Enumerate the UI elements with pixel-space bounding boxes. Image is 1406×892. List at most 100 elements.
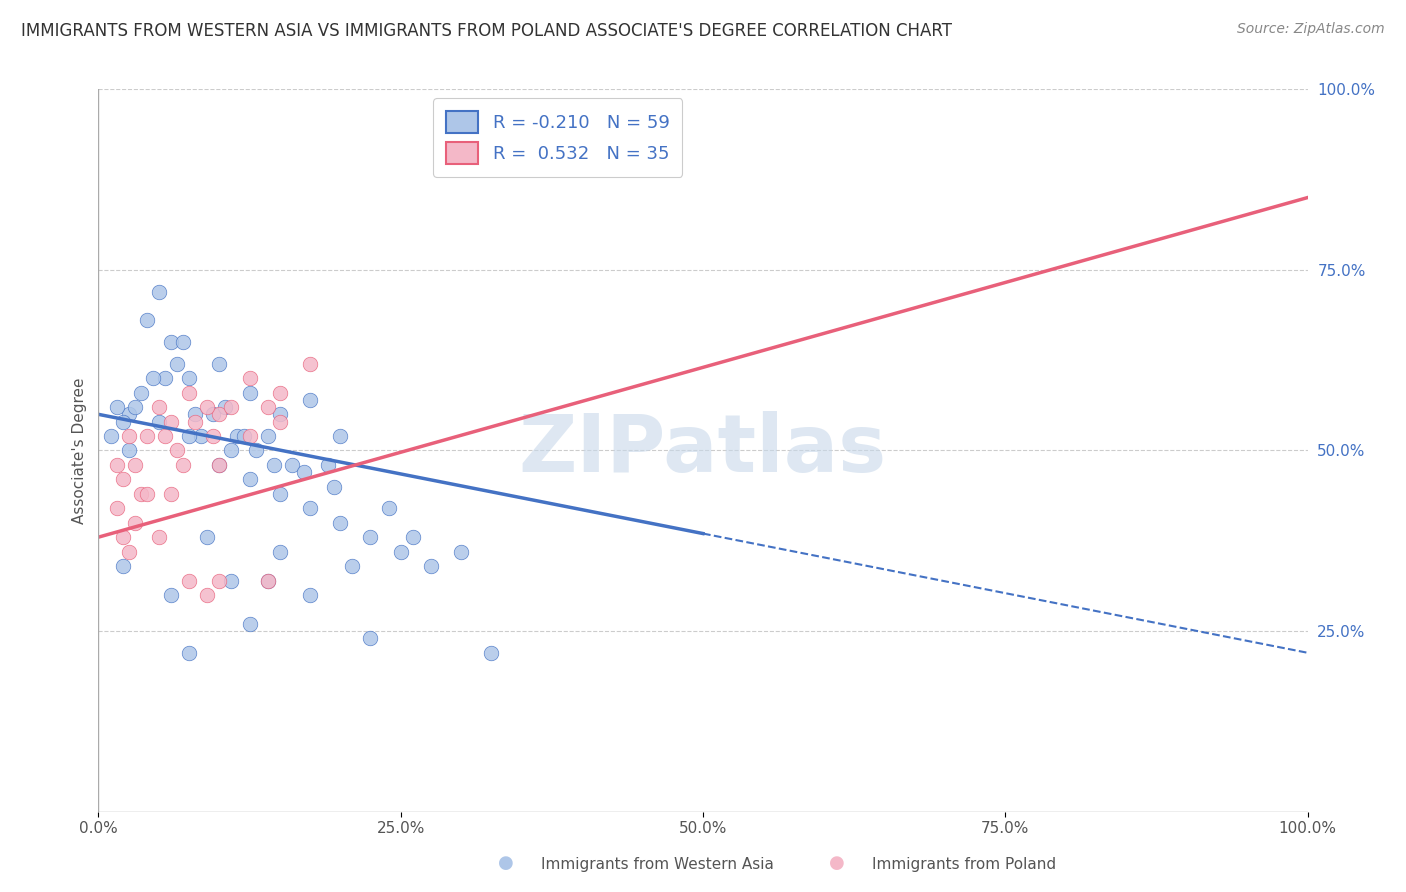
Point [160, 588, 183, 602]
Point [221, 443, 243, 458]
Point [299, 392, 322, 407]
Point [299, 588, 322, 602]
Point [232, 429, 254, 443]
Text: Immigrants from Poland: Immigrants from Poland [872, 857, 1056, 872]
Text: ●: ● [498, 855, 515, 872]
Point [148, 530, 170, 544]
Point [118, 429, 141, 443]
Point [281, 458, 304, 472]
Point [208, 574, 231, 588]
Point [214, 400, 236, 414]
Point [269, 415, 291, 429]
Point [450, 544, 472, 558]
Point [166, 357, 188, 371]
Point [208, 407, 231, 421]
Point [256, 574, 278, 588]
Point [195, 588, 218, 602]
Point [172, 458, 194, 472]
Point [124, 458, 146, 472]
Point [105, 501, 128, 516]
Text: ZIPatlas: ZIPatlas [519, 411, 887, 490]
Point [256, 574, 278, 588]
Point [256, 400, 278, 414]
Point [129, 385, 152, 400]
Point [360, 632, 382, 646]
Point [323, 480, 346, 494]
Point [166, 443, 188, 458]
Text: ●: ● [828, 855, 845, 872]
Point [208, 357, 231, 371]
Point [118, 443, 141, 458]
Point [148, 415, 170, 429]
Point [221, 400, 243, 414]
Point [179, 574, 201, 588]
Point [269, 487, 291, 501]
Point [195, 530, 218, 544]
Point [184, 415, 207, 429]
Point [481, 646, 503, 660]
Point [105, 400, 128, 414]
Point [239, 616, 262, 631]
Point [111, 415, 134, 429]
Point [239, 371, 262, 385]
Point [208, 458, 231, 472]
Point [256, 429, 278, 443]
Point [160, 487, 183, 501]
Point [360, 530, 382, 544]
Point [208, 458, 231, 472]
Point [111, 530, 134, 544]
Point [402, 530, 425, 544]
Point [316, 458, 339, 472]
Point [329, 516, 352, 530]
Point [292, 465, 315, 479]
Point [179, 429, 201, 443]
Point [239, 472, 262, 486]
Point [135, 429, 157, 443]
Point [118, 407, 141, 421]
Point [263, 458, 285, 472]
Point [226, 429, 249, 443]
Point [129, 487, 152, 501]
Legend: R = -0.210   N = 59, R =  0.532   N = 35: R = -0.210 N = 59, R = 0.532 N = 35 [433, 98, 682, 177]
Point [111, 559, 134, 574]
Point [342, 559, 364, 574]
Point [377, 501, 399, 516]
Point [221, 574, 243, 588]
Point [299, 357, 322, 371]
Text: IMMIGRANTS FROM WESTERN ASIA VS IMMIGRANTS FROM POLAND ASSOCIATE'S DEGREE CORREL: IMMIGRANTS FROM WESTERN ASIA VS IMMIGRAN… [21, 22, 952, 40]
Point [135, 313, 157, 327]
Point [153, 429, 176, 443]
Text: Source: ZipAtlas.com: Source: ZipAtlas.com [1237, 22, 1385, 37]
Point [135, 487, 157, 501]
Point [269, 407, 291, 421]
Point [389, 544, 412, 558]
Point [420, 559, 443, 574]
Point [160, 334, 183, 349]
Point [160, 415, 183, 429]
Y-axis label: Associate's Degree: Associate's Degree [72, 377, 87, 524]
Point [118, 544, 141, 558]
Point [124, 400, 146, 414]
Point [153, 371, 176, 385]
Point [105, 458, 128, 472]
Point [269, 544, 291, 558]
Point [100, 429, 122, 443]
Point [148, 285, 170, 299]
Point [202, 407, 225, 421]
Point [142, 371, 165, 385]
Point [245, 443, 267, 458]
Point [148, 400, 170, 414]
Text: Immigrants from Western Asia: Immigrants from Western Asia [541, 857, 775, 872]
Point [299, 501, 322, 516]
Point [190, 429, 212, 443]
Point [124, 516, 146, 530]
Point [111, 472, 134, 486]
Point [172, 334, 194, 349]
Point [195, 400, 218, 414]
Point [329, 429, 352, 443]
Point [239, 385, 262, 400]
Point [202, 429, 225, 443]
Point [239, 429, 262, 443]
Point [269, 385, 291, 400]
Point [179, 371, 201, 385]
